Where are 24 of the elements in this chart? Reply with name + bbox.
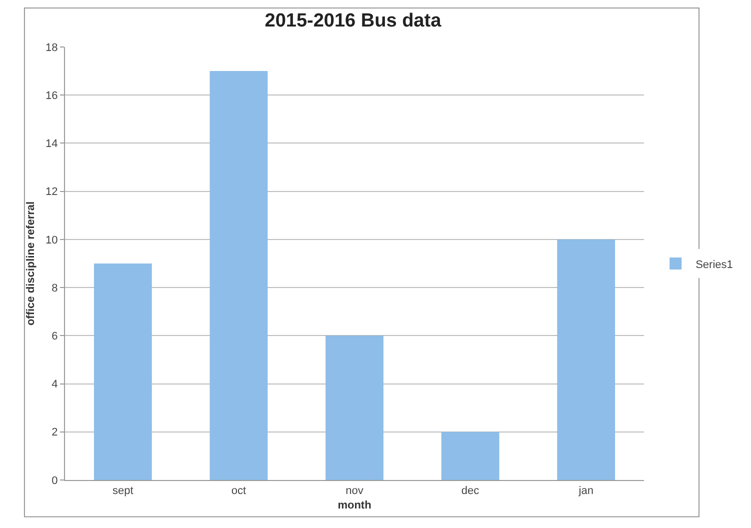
bar <box>441 432 500 480</box>
y-tick-label: 4 <box>52 378 58 391</box>
y-tick-label: 12 <box>46 186 58 198</box>
bar <box>94 264 152 480</box>
x-axis-title: month <box>338 499 372 512</box>
y-tick-label: 18 <box>46 42 58 54</box>
y-tick-label: 2 <box>52 426 58 439</box>
x-tick-label: dec <box>461 485 480 498</box>
x-tick-label: sept <box>112 485 134 498</box>
chart-title: 2015-2016 Bus data <box>264 10 442 32</box>
x-tick-label: oct <box>231 485 246 498</box>
bar <box>210 71 268 480</box>
y-tick-label: 16 <box>46 90 58 102</box>
y-tick-label: 6 <box>52 330 58 343</box>
y-tick-label: 10 <box>46 234 58 246</box>
bar <box>557 239 616 480</box>
y-tick-label: 8 <box>52 282 58 294</box>
x-tick-label: jan <box>578 485 594 498</box>
x-tick-label: nov <box>346 485 364 498</box>
bar <box>326 336 384 480</box>
y-tick-label: 0 <box>52 474 58 487</box>
y-axis-title: office discipline referral <box>25 201 38 326</box>
legend-label: Series1 <box>696 258 733 271</box>
y-tick-label: 14 <box>46 138 58 150</box>
